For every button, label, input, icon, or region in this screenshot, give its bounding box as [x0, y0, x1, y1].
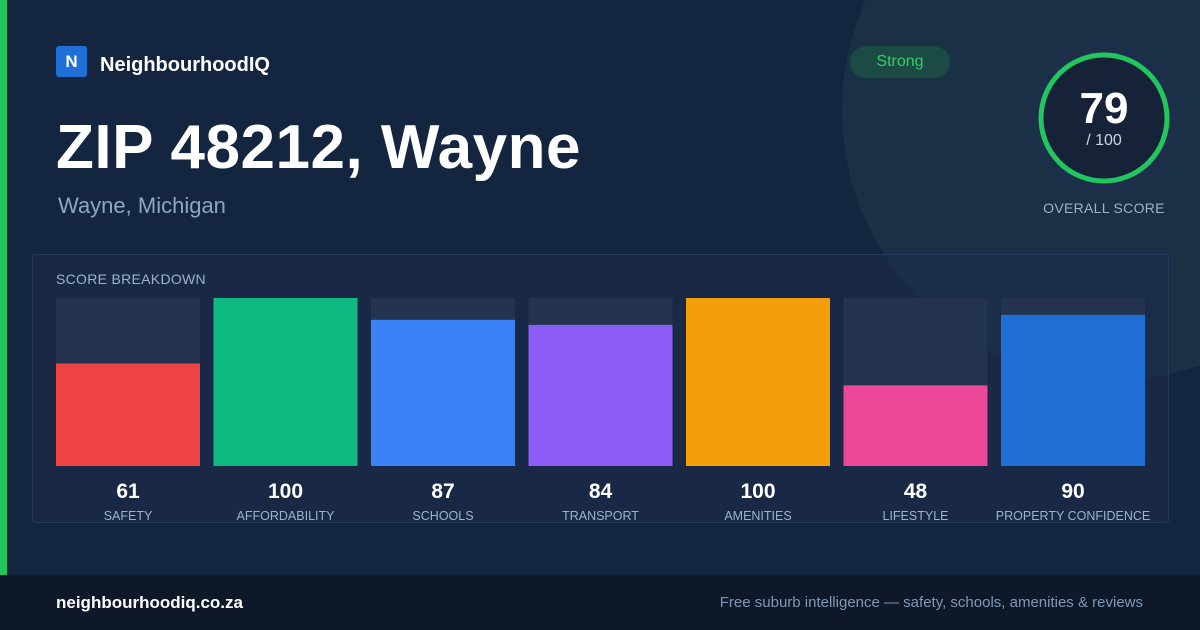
bar-lifestyle [843, 385, 988, 466]
bar-label-amenities: AMENITIES [724, 509, 791, 523]
brand-name: NeighbourhoodIQ [100, 54, 270, 76]
brand-logo-icon: N [56, 46, 87, 77]
bar-amenities [686, 298, 830, 466]
score-breakdown-chart: 61 SAFETY 100 AFFORDABILITY 87 SCHOOLS 84 TRANS… [56, 298, 1150, 523]
bar-transport [528, 324, 673, 466]
bar-affordability [213, 298, 358, 466]
accent-bar [0, 0, 7, 575]
bar-value-safety: 61 [116, 480, 140, 503]
footer-site-link[interactable]: neighbourhoodiq.co.za [56, 593, 243, 612]
bar-label-safety: SAFETY [104, 509, 153, 523]
bar-value-amenities: 100 [740, 480, 775, 503]
footer-tagline: Free suburb intelligence — safety, schoo… [719, 594, 1143, 611]
page-title: ZIP 48212, Wayne [56, 113, 581, 182]
bar-label-transport: TRANSPORT [562, 509, 639, 523]
overall-score-max: / 100 [1086, 132, 1122, 149]
bar-value-transport: 84 [589, 480, 613, 503]
bar-schools [371, 319, 515, 466]
bar-value-schools: 87 [431, 480, 454, 503]
overall-score-label: OVERALL SCORE [1043, 200, 1165, 216]
brand[interactable]: N NeighbourhoodIQ [56, 46, 270, 77]
overall-score-value: 79 [1079, 84, 1129, 133]
bar-value-affordability: 100 [268, 480, 303, 503]
bar-label-affordability: AFFORDABILITY [237, 509, 336, 523]
bar-safety [56, 363, 200, 466]
bar-label-schools: SCHOOLS [412, 509, 473, 523]
bar-value-property-confidence: 90 [1061, 480, 1084, 503]
bar-label-property-confidence: PROPERTY CONFIDENCE [996, 509, 1150, 523]
footer [0, 575, 1200, 630]
location-subtitle: Wayne, Michigan [58, 193, 226, 218]
bar-label-lifestyle: LIFESTYLE [883, 509, 949, 523]
bar-value-lifestyle: 48 [904, 480, 928, 503]
bar-property-confidence [1001, 314, 1145, 466]
overall-score-gauge [1026, 40, 1182, 196]
gauge-ring [1038, 52, 1170, 184]
rating-badge: Strong [850, 46, 950, 78]
score-breakdown-title: SCORE BREAKDOWN [56, 271, 206, 287]
